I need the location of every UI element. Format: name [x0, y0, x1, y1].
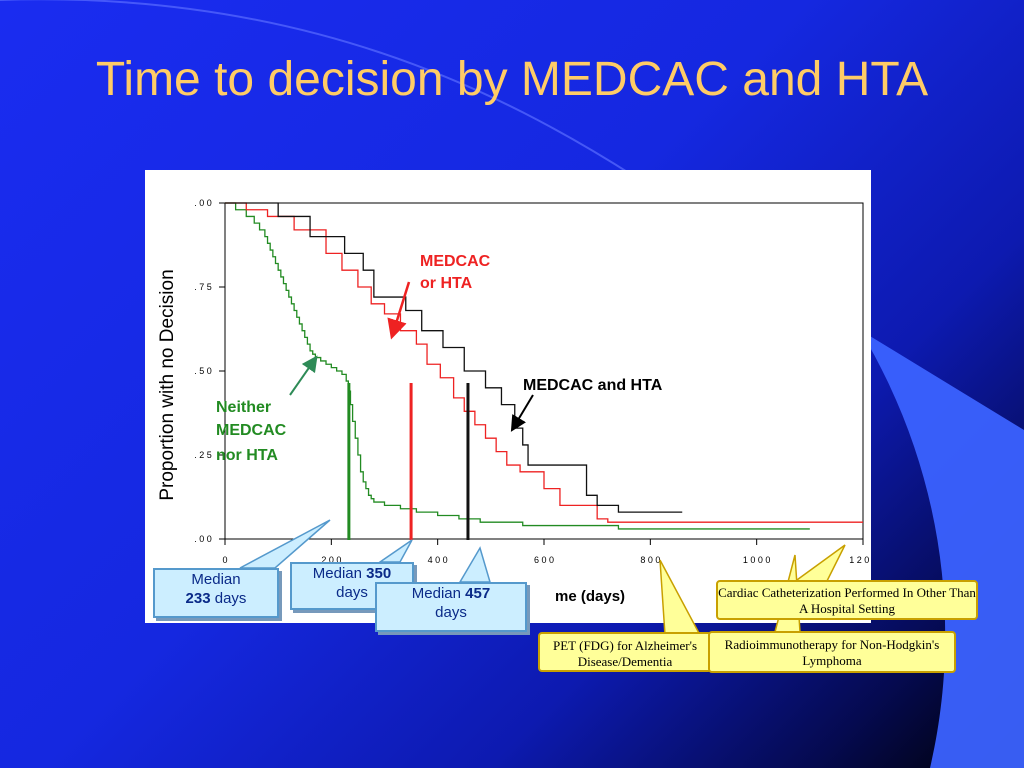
x-tick-label: 1 2 0 0	[849, 555, 871, 565]
label-neither-2: MEDCAC	[216, 422, 287, 439]
x-tick-label: 6 0 0	[534, 555, 554, 565]
median-callout-457: Median 457 days	[375, 582, 527, 632]
x-axis-label: me (days)	[555, 588, 625, 605]
series-line-2	[225, 202, 683, 513]
label-neither-1: Neither	[216, 399, 271, 416]
topic-callout-pet: PET (FDG) for Alzheimer's Disease/Dement…	[538, 632, 712, 672]
series-line-1	[225, 202, 863, 523]
y-axis-label: Proportion with no Decision	[157, 269, 178, 500]
x-tick-label: 2 0 0	[321, 555, 341, 565]
y-tick-label: . 2 5	[194, 450, 212, 460]
label-medcac-or-hta-2: or HTA	[420, 275, 473, 292]
x-tick-label: 4 0 0	[428, 555, 448, 565]
arrow-neither	[289, 355, 318, 396]
y-tick-label: . 0 0	[194, 198, 212, 208]
x-tick-label: 1 0 0 0	[743, 555, 771, 565]
arrow-medcac-and-hta	[510, 394, 534, 432]
slide-title: Time to decision by MEDCAC and HTA	[95, 53, 929, 106]
median-callout-233: Median 233 days	[153, 568, 279, 618]
km-chart: 0 2 0 0 4 0 0 6 0 0 8 0 0 1 0 0 0 1 2 0 0 . 0 0…	[157, 198, 871, 605]
topic-callout-cardiac: Cardiac Catheterization Performed In Oth…	[716, 580, 978, 620]
y-tick-label: . 7 5	[194, 282, 212, 292]
y-tick-label: . 0 0	[194, 534, 212, 544]
chart-panel: 0 2 0 0 4 0 0 6 0 0 8 0 0 1 0 0 0 1 2 0 0 . 0 0…	[145, 170, 871, 623]
label-medcac-and-hta: MEDCAC and HTA	[523, 377, 663, 394]
topic-callout-radioimmuno: Radioimmunotherapy for Non-Hodgkin's Lym…	[708, 631, 956, 673]
arrow-medcac-or-hta	[387, 281, 411, 340]
x-tick-label: 8 0 0	[640, 555, 660, 565]
series-line-0	[225, 202, 810, 530]
y-tick-label: . 5 0	[194, 366, 212, 376]
label-medcac-or-hta-1: MEDCAC	[420, 253, 491, 270]
x-tick-label: 0	[222, 555, 227, 565]
label-neither-3: nor HTA	[216, 447, 278, 464]
